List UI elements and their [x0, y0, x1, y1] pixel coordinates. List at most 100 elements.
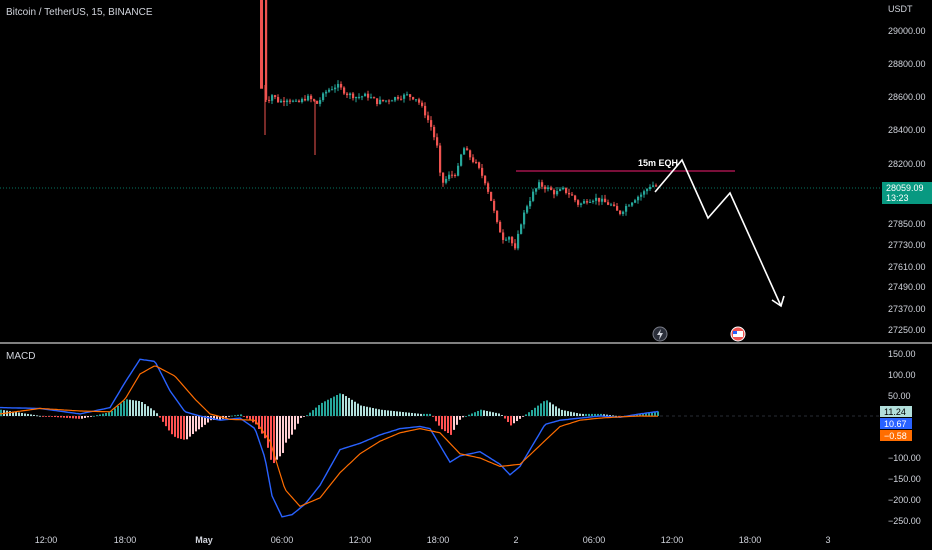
- histogram-bar: [150, 408, 152, 416]
- candle: [424, 105, 427, 116]
- candle: [406, 94, 409, 96]
- lightning-icon[interactable]: [652, 326, 668, 342]
- histogram-bar: [414, 413, 416, 416]
- histogram-bar: [588, 413, 590, 416]
- candle: [631, 202, 634, 206]
- candle: [652, 185, 655, 187]
- histogram-bar: [603, 414, 605, 416]
- candle: [394, 97, 397, 101]
- histogram-bar: [237, 414, 239, 416]
- candle: [427, 115, 430, 121]
- candle: [538, 182, 541, 189]
- histogram-bar: [447, 416, 449, 434]
- histogram-bar: [354, 401, 356, 416]
- histogram-bar: [246, 416, 248, 419]
- histogram-bar: [300, 416, 302, 418]
- histogram-bar: [435, 416, 437, 422]
- price-axis[interactable]: USDT 29000.00 28800.00 28600.00 28400.00 282…: [882, 4, 932, 335]
- histogram-bar: [330, 398, 332, 416]
- macd-axis[interactable]: 150.00 100.00 50.00 −100.00 −150.00 −200.00 −2…: [880, 349, 921, 526]
- candle: [475, 161, 478, 163]
- histogram-bar: [576, 413, 578, 416]
- time-axis[interactable]: 12:00 18:00 May 06:00 12:00 18:00 2 06:00 12:00 1…: [35, 535, 831, 545]
- histogram-bar: [309, 412, 311, 416]
- candle: [490, 191, 493, 201]
- candle: [328, 89, 331, 92]
- projection-path[interactable]: [654, 158, 782, 307]
- candle: [550, 187, 553, 191]
- candle: [268, 99, 271, 101]
- candle: [643, 191, 646, 195]
- histogram-bar: [264, 416, 266, 439]
- histogram-bar: [15, 412, 17, 416]
- histogram-bar: [168, 416, 170, 431]
- candle: [487, 183, 490, 192]
- histogram-bar: [69, 416, 71, 419]
- histogram-bar: [399, 411, 401, 416]
- candle: [313, 99, 316, 101]
- histogram-bar: [105, 412, 107, 416]
- candle: [421, 102, 424, 106]
- histogram-bar: [405, 412, 407, 416]
- histogram-bar: [492, 412, 494, 416]
- currency-label: USDT: [888, 4, 913, 14]
- candle: [592, 200, 595, 202]
- histogram-bar: [21, 413, 23, 416]
- candle: [622, 211, 625, 214]
- histogram-bar: [258, 416, 260, 430]
- histogram-bar: [333, 396, 335, 416]
- histogram-bar: [387, 410, 389, 416]
- candle: [502, 232, 505, 240]
- histogram-bar: [129, 399, 131, 416]
- histogram-bar: [381, 409, 383, 416]
- histogram-bar: [645, 413, 647, 416]
- candle: [454, 175, 457, 177]
- histogram-bar: [432, 416, 434, 417]
- candle: [265, 0, 268, 100]
- candle: [448, 174, 451, 179]
- histogram-bar: [336, 395, 338, 416]
- candle: [583, 201, 586, 204]
- histogram-bar: [429, 413, 431, 416]
- last-price-value: 28059.09: [886, 183, 924, 193]
- histogram-bar: [558, 408, 560, 416]
- histogram-bar: [60, 416, 62, 418]
- histogram-bar: [51, 416, 53, 417]
- candle: [388, 100, 391, 102]
- candle: [616, 206, 619, 211]
- candle: [283, 100, 286, 103]
- macd-tick: 100.00: [888, 370, 916, 380]
- macd-value-text: 10.67: [884, 419, 907, 429]
- histogram-bar: [639, 414, 641, 416]
- histogram-bar: [30, 414, 32, 416]
- histogram-bar: [543, 401, 545, 416]
- histogram-bar: [177, 416, 179, 439]
- histogram-bar: [81, 416, 83, 419]
- macd-tick: 50.00: [888, 391, 911, 401]
- histogram-bar: [282, 416, 284, 453]
- candle: [553, 190, 556, 195]
- histogram-bar: [378, 409, 380, 416]
- candle: [418, 99, 421, 103]
- histogram-bar: [321, 402, 323, 416]
- histogram-bar: [36, 415, 38, 417]
- macd-tick: 150.00: [888, 349, 916, 359]
- histogram-bar: [531, 410, 533, 416]
- histogram-bar: [39, 415, 41, 417]
- histogram-bar: [285, 416, 287, 443]
- macd-value-badge: [880, 406, 912, 417]
- macd-tick: −100.00: [888, 453, 921, 463]
- candle: [574, 195, 577, 201]
- histogram-bar: [528, 412, 530, 416]
- macd-value-text: −0.58: [884, 431, 907, 441]
- histogram-bar: [450, 416, 452, 435]
- histogram-bar: [42, 416, 44, 417]
- flag-icon[interactable]: [730, 326, 746, 342]
- histogram-bar: [315, 407, 317, 416]
- signal-line: [0, 365, 658, 508]
- candle: [439, 145, 442, 173]
- histogram-bar: [204, 416, 206, 425]
- histogram-bar: [396, 411, 398, 416]
- price-tick: 28800.00: [888, 59, 926, 69]
